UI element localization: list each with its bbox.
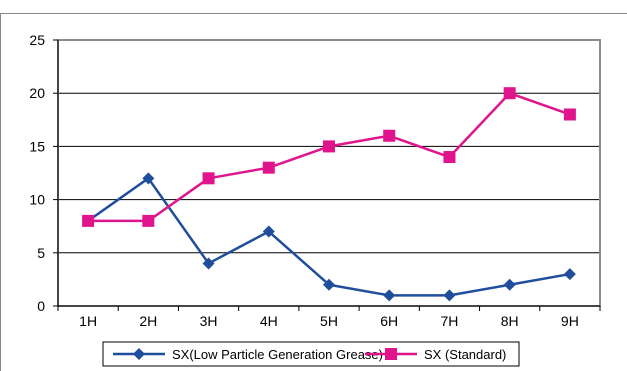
legend-label: SX(Low Particle Generation Grease) (172, 347, 383, 362)
data-point (142, 214, 155, 227)
data-point (383, 289, 396, 302)
y-tick-label: 25 (29, 32, 45, 48)
data-point (443, 151, 456, 164)
data-point (563, 108, 576, 121)
x-axis: 1H 2H 3H 4H 5H 6H 7H 8H 9H (57, 305, 601, 329)
y-tick-label: 10 (29, 192, 45, 208)
plot-area (57, 39, 601, 307)
plot-background (58, 40, 600, 306)
legend-entry-1: SX(Low Particle Generation Grease) (113, 347, 383, 362)
legend-entry-2: SX (Standard) (365, 347, 506, 362)
data-point (503, 278, 516, 291)
legend: SX(Low Particle Generation Grease) SX (St… (102, 341, 520, 367)
legend-box (102, 341, 520, 367)
data-point (323, 278, 335, 291)
data-point (323, 140, 335, 153)
x-tick-label: 8H (501, 313, 519, 329)
legend-label: SX (Standard) (424, 347, 506, 362)
x-tick-label: 9H (561, 313, 579, 329)
legend-marker (385, 348, 397, 360)
data-point (503, 87, 516, 100)
y-axis: 0 5 10 15 20 25 (29, 32, 59, 314)
series-layer (82, 87, 576, 302)
y-tick-label: 20 (29, 85, 45, 101)
data-point (262, 225, 275, 238)
series-2 (82, 87, 576, 227)
data-point (142, 172, 155, 185)
legend-marker (133, 348, 145, 360)
data-point (202, 172, 215, 185)
x-tick-label: 2H (139, 313, 157, 329)
data-point (443, 289, 456, 302)
data-point (82, 214, 95, 227)
x-tick-label: 5H (320, 313, 338, 329)
y-tick-label: 15 (29, 138, 45, 154)
data-point (262, 161, 275, 174)
data-point (202, 257, 215, 270)
x-tick-label: 3H (200, 313, 218, 329)
y-tick-label: 5 (37, 245, 45, 261)
x-tick-label: 6H (380, 313, 398, 329)
x-tick-label: 7H (440, 313, 458, 329)
y-tick-label: 0 (37, 298, 45, 314)
data-point (563, 268, 576, 281)
x-tick-label: 4H (260, 313, 278, 329)
x-tick-label: 1H (79, 313, 97, 329)
data-point (383, 129, 396, 142)
